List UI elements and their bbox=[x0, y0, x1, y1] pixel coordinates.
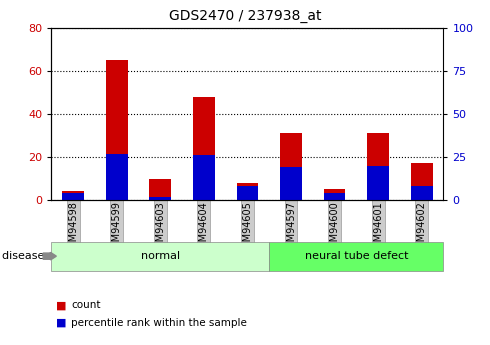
Bar bbox=[106, 154, 128, 200]
Bar bbox=[106, 60, 128, 200]
Bar bbox=[367, 133, 389, 200]
Text: disease state: disease state bbox=[2, 251, 76, 261]
Text: ■: ■ bbox=[56, 318, 67, 327]
Text: ■: ■ bbox=[56, 300, 67, 310]
Text: percentile rank within the sample: percentile rank within the sample bbox=[71, 318, 247, 327]
Bar bbox=[149, 197, 171, 200]
Text: count: count bbox=[71, 300, 100, 310]
Bar bbox=[193, 155, 215, 200]
Bar bbox=[62, 193, 84, 200]
Bar bbox=[411, 186, 433, 200]
Bar bbox=[367, 166, 389, 200]
Bar bbox=[280, 133, 302, 200]
Text: neural tube defect: neural tube defect bbox=[305, 251, 408, 261]
Bar bbox=[149, 179, 171, 200]
Bar bbox=[237, 183, 258, 200]
Bar bbox=[280, 167, 302, 200]
Bar bbox=[237, 186, 258, 200]
Text: GDS2470 / 237938_at: GDS2470 / 237938_at bbox=[169, 9, 321, 23]
Bar bbox=[62, 191, 84, 200]
Bar bbox=[324, 193, 345, 200]
Bar bbox=[411, 164, 433, 200]
Bar bbox=[193, 97, 215, 200]
Bar bbox=[324, 189, 345, 200]
Text: normal: normal bbox=[141, 251, 180, 261]
